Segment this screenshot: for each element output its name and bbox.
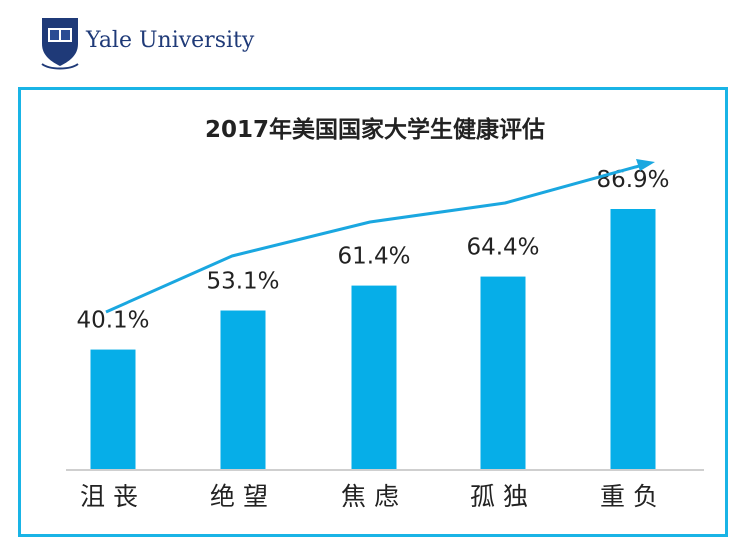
data-label-5: 86.9% (596, 167, 669, 193)
bar-1 (90, 349, 136, 470)
category-labels-layer: 沮丧 绝望 焦虑 孤独 重负 (80, 482, 666, 511)
data-label-4: 64.4% (466, 235, 539, 261)
logo-text: Yale University (86, 28, 255, 53)
category-label-1: 沮丧 (80, 482, 146, 511)
category-label-5: 重负 (600, 482, 666, 511)
bar-2 (220, 310, 266, 470)
trend-line (105, 161, 651, 314)
bar-5 (610, 209, 656, 470)
category-label-4: 孤独 (470, 482, 536, 511)
category-label-3: 焦虑 (341, 482, 407, 511)
trend-arrow-icon (636, 159, 655, 171)
yale-shield-icon (41, 18, 79, 70)
data-label-1: 40.1% (76, 308, 149, 334)
bar-3 (351, 285, 397, 470)
chart-title: 2017年美国国家大学生健康评估 (205, 116, 545, 143)
trend-layer (105, 159, 655, 314)
bar-4 (480, 276, 526, 470)
yale-logo: Yale University (38, 14, 258, 84)
category-label-2: 绝望 (210, 482, 276, 511)
data-label-3: 61.4% (337, 244, 410, 270)
data-labels-layer: 40.1% 53.1% 61.4% 64.4% 86.9% (76, 167, 669, 334)
data-label-2: 53.1% (206, 269, 279, 295)
bars-layer (90, 209, 656, 470)
